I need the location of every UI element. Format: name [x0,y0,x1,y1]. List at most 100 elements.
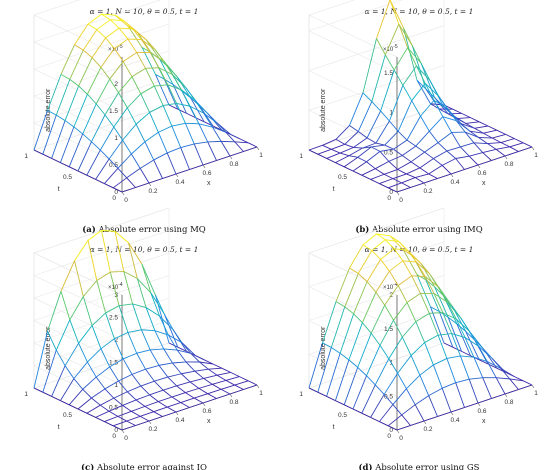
mesh-line-x [349,244,364,269]
mesh-line-x [393,302,408,321]
x-tick-label: 0.8 [504,399,513,406]
surface-mesh [308,233,533,431]
mesh-line-x [110,271,124,273]
mesh-line-x [207,388,222,395]
mesh-line-x [407,250,422,264]
mesh-line-t [322,144,332,150]
mesh-line-t [487,143,497,150]
mesh-line-x [366,345,381,376]
mesh-line-t [491,358,502,369]
mesh-line-x [317,148,332,155]
mesh-line-t [455,382,465,408]
mesh-line-t [78,85,88,95]
x-tick-mark [531,146,535,151]
mesh-line-x [424,334,439,343]
mesh-line-x [163,313,179,348]
mesh-line-x [509,142,524,148]
mesh-line-t [366,281,377,293]
mesh-line-t [73,126,83,135]
mesh-line-t [216,374,227,381]
mesh-line-t [51,157,61,164]
x-tick-mark [450,411,454,416]
mesh-line-t [416,274,427,281]
mesh-line-x [148,178,163,184]
mesh-line-x [126,168,141,179]
mesh-line-t [234,384,244,390]
mesh-line-t [344,143,354,148]
mesh-line-t [384,54,395,71]
mesh-line-x [158,362,173,366]
mesh-line-t [56,114,66,121]
mesh-line-x [433,99,448,110]
mesh-line-x [140,85,155,95]
mesh-line-t [195,117,205,123]
z-tick-label: 2.5 [109,315,118,322]
mesh-line-x [374,358,390,385]
mesh-line-t [158,365,169,378]
x-tick-label: 0.4 [175,417,184,424]
mesh-line-t [388,187,398,193]
mesh-line-t [239,138,249,144]
mesh-line-x [509,378,524,382]
mesh-line-x [135,394,150,401]
z-exponent: ×10-4 [108,282,123,291]
mesh-line-t [220,388,231,395]
z-gridline [33,50,170,139]
mesh-line-x [438,311,454,348]
mesh-line-t [212,363,222,369]
mesh-line-x [326,152,341,159]
mesh-line-x [217,371,231,376]
mesh-line-t [331,347,341,354]
caption-label: (a) [82,224,96,235]
mesh-line-t [452,108,462,114]
mesh-line-x [410,420,425,426]
mesh-line-t [461,350,471,357]
mesh-line-x [171,122,186,127]
x-tick-mark [450,173,454,178]
mesh-line-x [375,160,390,170]
mesh-line-t [460,318,471,332]
mesh-line-t [126,177,136,188]
mesh-line-x [104,415,119,423]
mesh-line-t [415,321,426,343]
mesh-line-t [168,104,178,110]
mesh-line-x [487,142,501,144]
mesh-line-x [384,285,399,306]
z-exponent: ×10-5 [383,44,398,53]
mesh-line-t [104,421,114,427]
mesh-line-t [420,63,431,81]
mesh-line-t [439,108,449,115]
mesh-line-x [82,280,98,297]
mesh-line-t [384,144,394,150]
mesh-line-x [198,123,213,128]
mesh-line-t [69,79,79,87]
mesh-line-x [68,133,84,167]
mesh-line-t [326,157,336,164]
mesh-line-x [396,425,411,431]
x-tick-mark [148,420,152,425]
mesh-line-x [491,155,506,161]
mesh-line-x [149,389,164,396]
mesh-line-t [410,355,421,376]
mesh-line-t [509,378,519,390]
x-axis-label: x [207,418,211,425]
mesh-line-x [487,361,502,369]
mesh-line-x [212,126,227,133]
mesh-line-x [105,27,120,39]
mesh-line-t [180,147,190,170]
mesh-line-t [87,23,98,31]
x-tick-label: 0.4 [450,179,459,186]
mesh-line-x [123,352,137,360]
mesh-line-t [495,148,506,157]
mesh-line-x [33,110,48,151]
mesh-line-x [117,410,132,417]
mesh-line-x [189,164,204,170]
mesh-line-x [153,152,168,161]
mesh-line-x [199,105,214,127]
mesh-line-t [114,231,125,272]
mesh-line-x [411,83,426,101]
mesh-line-x [437,132,452,144]
mesh-line-t [155,74,165,80]
caption-label: (c) [81,462,94,470]
mesh-line-t [136,52,146,69]
